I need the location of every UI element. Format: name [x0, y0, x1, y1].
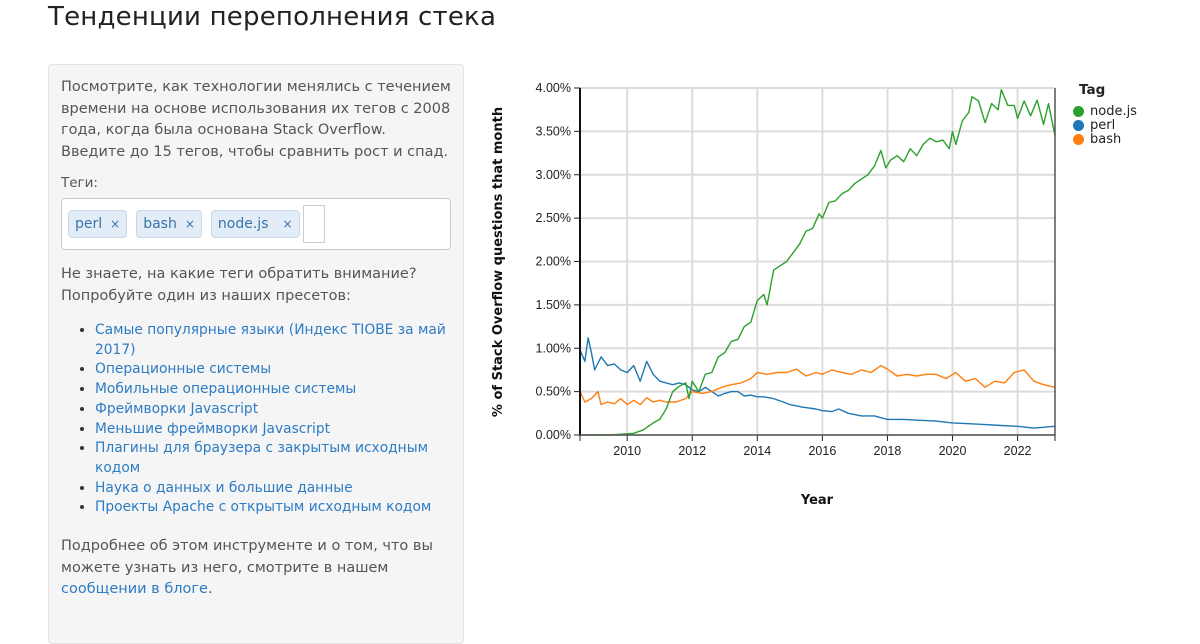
- tag-label: node.js: [217, 215, 269, 232]
- legend-item-nodejs[interactable]: node.js: [1073, 104, 1137, 118]
- trends-chart: 0.00% 0.50% 1.00% 1.50% 2.00% 2.50% 3.00% 3.50%…: [480, 70, 1200, 530]
- y-tick-label: 2.50%: [536, 211, 571, 225]
- y-tick-label: 3.00%: [536, 168, 571, 182]
- series-line-perl: [579, 337, 1056, 429]
- remove-tag-icon[interactable]: ×: [184, 216, 195, 231]
- preset-link-mobile-os[interactable]: Мобильные операционные системы: [95, 381, 357, 398]
- preset-link-data-science[interactable]: Наука о данных и большие данные: [95, 479, 353, 496]
- legend-dot-icon: [1073, 119, 1084, 131]
- x-tick-label: 2014: [743, 444, 771, 458]
- legend-dot-icon: [1073, 133, 1084, 145]
- preset-link-browser-plugins[interactable]: Плагины для браузера с закрытым исходным…: [95, 440, 429, 476]
- legend-items: node.js perl bash: [1073, 104, 1137, 146]
- x-tick-label: 2012: [678, 444, 706, 458]
- legend-label: node.js: [1090, 103, 1137, 119]
- x-tick-label: 2016: [808, 444, 836, 458]
- preset-link-smaller-js-frameworks[interactable]: Меньшие фреймворки Javascript: [95, 420, 331, 437]
- footer-text-body: Подробнее об этом инструменте и о том, ч…: [61, 538, 433, 576]
- intro-text: Посмотрите, как технологии менялись с те…: [61, 79, 451, 160]
- tags-label: Теги:: [61, 175, 98, 191]
- chart-grid: [580, 87, 1055, 436]
- blog-post-link[interactable]: сообщении в блоге: [61, 581, 208, 598]
- series-line-nodejs: [580, 89, 1056, 436]
- legend-dot-icon: [1073, 105, 1084, 117]
- preset-item: Плагины для браузера с закрытым исходным…: [95, 439, 451, 478]
- page-title: Тенденции переполнения стека: [48, 2, 497, 32]
- y-tick-label: 1.00%: [536, 341, 571, 355]
- footer-text: Подробнее об этом инструменте и о том, ч…: [61, 536, 451, 601]
- footer-text-end: .: [207, 581, 213, 598]
- tag-chip-bash: bash ×: [136, 210, 202, 238]
- legend-label: perl: [1090, 117, 1116, 133]
- y-tick-label: 0.50%: [536, 385, 571, 399]
- preset-link-js-frameworks[interactable]: Фреймворки Javascript: [95, 400, 259, 417]
- preset-link-apache-projects[interactable]: Проекты Apache с открытым исходным кодом: [95, 499, 432, 516]
- y-axis-title: % of Stack Overflow questions that month: [491, 107, 506, 417]
- preset-item: Мобильные операционные системы: [95, 380, 451, 400]
- tag-label: bash: [143, 215, 177, 232]
- tag-chip-perl: perl ×: [68, 210, 128, 238]
- x-axis-title: Year: [800, 493, 834, 508]
- chart-legend: Tag node.js perl bash: [1073, 82, 1137, 146]
- preset-link-operating-systems[interactable]: Операционные системы: [95, 361, 272, 378]
- sidebar-panel: Посмотрите, как технологии менялись с те…: [48, 64, 464, 644]
- new-tag-input[interactable]: [302, 205, 325, 243]
- chart-lines: [579, 89, 1056, 436]
- y-tick-label: 1.50%: [536, 298, 571, 312]
- x-tick-label: 2010: [613, 444, 641, 458]
- preset-item: Операционные системы: [95, 360, 451, 380]
- preset-item: Меньшие фреймворки Javascript: [95, 420, 451, 440]
- paren-open: (: [284, 322, 295, 338]
- preset-link-popular-languages[interactable]: Самые популярные языки: [95, 322, 285, 338]
- y-tick-label: 3.50%: [536, 124, 571, 138]
- line-chart-svg: 0.00% 0.50% 1.00% 1.50% 2.00% 2.50% 3.00% 3.50%…: [491, 81, 1056, 508]
- legend-item-bash[interactable]: bash: [1073, 132, 1137, 146]
- preset-item: Самые популярные языки (Индекс TIOBE за …: [95, 321, 451, 360]
- preset-link-tiobe[interactable]: Индекс TIOBE за май 2017: [95, 322, 446, 358]
- remove-tag-icon[interactable]: ×: [282, 216, 293, 231]
- presets-list: Самые популярные языки (Индекс TIOBE за …: [61, 321, 451, 518]
- chart-axes: 0.00% 0.50% 1.00% 1.50% 2.00% 2.50% 3.00% 3.50%…: [536, 81, 1056, 458]
- y-tick-label: 4.00%: [536, 81, 571, 95]
- x-tick-label: 2022: [1004, 444, 1032, 458]
- x-tick-label: 2020: [939, 444, 967, 458]
- legend-title: Tag: [1079, 82, 1106, 98]
- series-line-bash: [579, 364, 1056, 406]
- x-tick-label: 2018: [874, 444, 902, 458]
- tag-chip-nodejs: node.js ×: [210, 210, 300, 238]
- y-tick-label: 0.00%: [536, 428, 571, 442]
- preset-item: Наука о данных и большие данные: [95, 479, 451, 499]
- legend-item-perl[interactable]: perl: [1073, 118, 1137, 132]
- tags-input-field[interactable]: perl × bash × node.js ×: [61, 198, 451, 250]
- preset-item: Проекты Apache с открытым исходным кодом: [95, 498, 451, 518]
- remove-tag-icon[interactable]: ×: [110, 216, 121, 231]
- y-tick-label: 2.00%: [536, 255, 571, 269]
- legend-label: bash: [1090, 131, 1122, 147]
- tag-label: perl: [75, 215, 103, 232]
- paren-close: ): [130, 341, 136, 358]
- presets-hint: Не знаете, на какие теги обратить вниман…: [61, 266, 417, 304]
- preset-item: Фреймворки Javascript: [95, 400, 451, 420]
